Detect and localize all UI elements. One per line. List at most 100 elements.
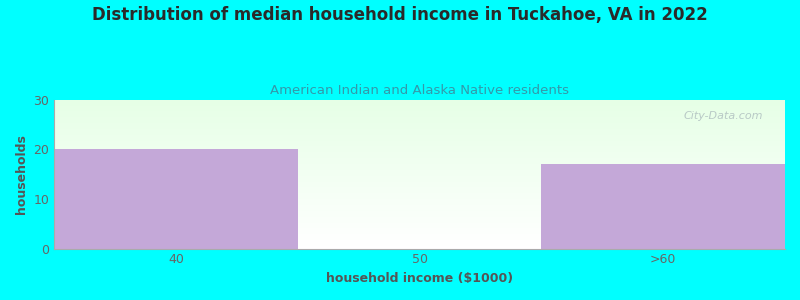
- Bar: [54, 150, 785, 151]
- Bar: [54, 231, 785, 232]
- Bar: [54, 145, 785, 146]
- Bar: [54, 184, 785, 185]
- Bar: [54, 158, 785, 159]
- Bar: [54, 239, 785, 240]
- Bar: [54, 204, 785, 205]
- Bar: [54, 140, 785, 141]
- Bar: [54, 138, 785, 139]
- Bar: [54, 208, 785, 209]
- Bar: [54, 246, 785, 247]
- Bar: [54, 149, 785, 150]
- Bar: [54, 234, 785, 235]
- Bar: [54, 137, 785, 138]
- Bar: [54, 109, 785, 110]
- Bar: [54, 162, 785, 163]
- Bar: [54, 203, 785, 204]
- Bar: [54, 216, 785, 217]
- Bar: [54, 223, 785, 224]
- Bar: [54, 237, 785, 238]
- Bar: [54, 198, 785, 199]
- Bar: [54, 114, 785, 115]
- Bar: [54, 103, 785, 104]
- Bar: [54, 110, 785, 111]
- Bar: [54, 177, 785, 178]
- Bar: [54, 197, 785, 198]
- Bar: [54, 205, 785, 206]
- Bar: [54, 199, 785, 200]
- Bar: [54, 159, 785, 160]
- Bar: [54, 111, 785, 112]
- Bar: [54, 143, 785, 144]
- Bar: [54, 242, 785, 243]
- Bar: [54, 164, 785, 165]
- Bar: [542, 164, 785, 249]
- Bar: [54, 146, 785, 147]
- Bar: [54, 147, 785, 148]
- Title: American Indian and Alaska Native residents: American Indian and Alaska Native reside…: [270, 84, 569, 97]
- Bar: [54, 149, 298, 249]
- Bar: [54, 169, 785, 170]
- Bar: [54, 229, 785, 230]
- Bar: [54, 212, 785, 213]
- Bar: [54, 127, 785, 128]
- Bar: [54, 176, 785, 177]
- Bar: [54, 210, 785, 211]
- Bar: [54, 192, 785, 193]
- Bar: [54, 209, 785, 210]
- Bar: [54, 183, 785, 184]
- Bar: [54, 200, 785, 201]
- Bar: [54, 187, 785, 188]
- Bar: [54, 190, 785, 191]
- Bar: [54, 186, 785, 187]
- Bar: [54, 126, 785, 127]
- Bar: [54, 215, 785, 216]
- Bar: [54, 144, 785, 145]
- Bar: [54, 116, 785, 117]
- Bar: [54, 207, 785, 208]
- Bar: [54, 201, 785, 202]
- Bar: [54, 125, 785, 126]
- Bar: [54, 115, 785, 116]
- Bar: [54, 122, 785, 123]
- Bar: [54, 153, 785, 154]
- Bar: [54, 163, 785, 164]
- Bar: [54, 167, 785, 168]
- Bar: [54, 193, 785, 194]
- Bar: [54, 222, 785, 223]
- Bar: [54, 178, 785, 179]
- Bar: [54, 132, 785, 133]
- Bar: [54, 214, 785, 215]
- Bar: [54, 118, 785, 119]
- Y-axis label: households: households: [15, 134, 28, 214]
- Bar: [54, 243, 785, 244]
- Bar: [54, 235, 785, 236]
- Bar: [54, 154, 785, 155]
- Bar: [54, 168, 785, 169]
- Bar: [54, 151, 785, 152]
- Bar: [54, 157, 785, 158]
- Bar: [54, 189, 785, 190]
- Bar: [54, 194, 785, 195]
- Bar: [54, 130, 785, 131]
- Bar: [54, 245, 785, 246]
- Text: City-Data.com: City-Data.com: [683, 112, 763, 122]
- Bar: [54, 230, 785, 231]
- Bar: [54, 181, 785, 182]
- Bar: [54, 148, 785, 149]
- Bar: [54, 102, 785, 103]
- Bar: [54, 105, 785, 106]
- Bar: [54, 108, 785, 109]
- Bar: [54, 218, 785, 219]
- Bar: [54, 179, 785, 180]
- Bar: [54, 135, 785, 136]
- Bar: [54, 191, 785, 192]
- Bar: [54, 240, 785, 241]
- Bar: [54, 236, 785, 237]
- Bar: [54, 217, 785, 218]
- Bar: [54, 241, 785, 242]
- Bar: [54, 139, 785, 140]
- Bar: [54, 141, 785, 142]
- Bar: [54, 124, 785, 125]
- Bar: [54, 182, 785, 183]
- Bar: [54, 152, 785, 153]
